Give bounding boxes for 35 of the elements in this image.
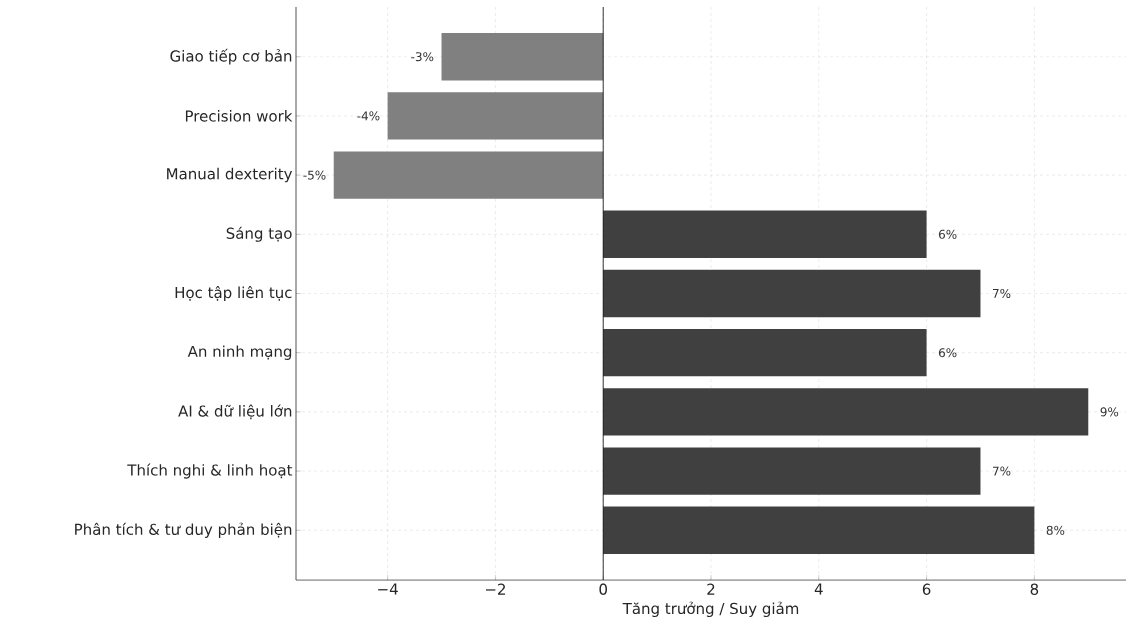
data-label: 6% <box>938 229 957 239</box>
y-tick-label: AI & dữ liệu lớn <box>178 404 292 420</box>
x-tick-label: −4 <box>378 583 398 595</box>
data-label: 8% <box>1046 525 1065 535</box>
data-label: 7% <box>993 288 1011 299</box>
x-tick-label: 0 <box>599 583 607 595</box>
y-tick-label: Precision work <box>185 110 293 122</box>
data-label: -4% <box>357 111 380 121</box>
y-tick-label: An ninh mạng <box>187 345 292 360</box>
bar <box>441 33 604 81</box>
bar <box>603 329 927 377</box>
y-tick-label: Thích nghi & linh hoạt <box>127 463 293 479</box>
y-tick-label: Giao tiếp cơ bản <box>170 48 292 65</box>
data-label: 7% <box>993 466 1011 476</box>
bar <box>603 210 927 258</box>
bar <box>387 92 604 140</box>
data-label: -5% <box>303 170 326 180</box>
data-label: 6% <box>938 348 957 358</box>
x-tick-label: −2 <box>485 583 505 595</box>
y-tick-label: Học tập liên tục <box>175 285 292 302</box>
x-tick-label: 6 <box>922 583 931 595</box>
x-tick-label: 4 <box>814 583 823 595</box>
y-tick-label: Manual dexterity <box>167 167 293 183</box>
y-tick-label: Phân tích & tư duy phản biện <box>75 522 292 538</box>
bar <box>603 506 1035 554</box>
bar <box>603 388 1089 436</box>
y-tick-label: Sáng tạo <box>226 226 292 242</box>
bar <box>333 151 604 199</box>
x-axis-title: Tăng trưởng / Suy giảm <box>622 601 799 618</box>
data-label: 9% <box>1100 407 1119 417</box>
bar <box>603 447 981 495</box>
x-tick-label: 2 <box>707 583 715 595</box>
x-tick-label: 8 <box>1030 583 1039 595</box>
data-label: -3% <box>411 52 434 62</box>
bar <box>603 269 981 318</box>
